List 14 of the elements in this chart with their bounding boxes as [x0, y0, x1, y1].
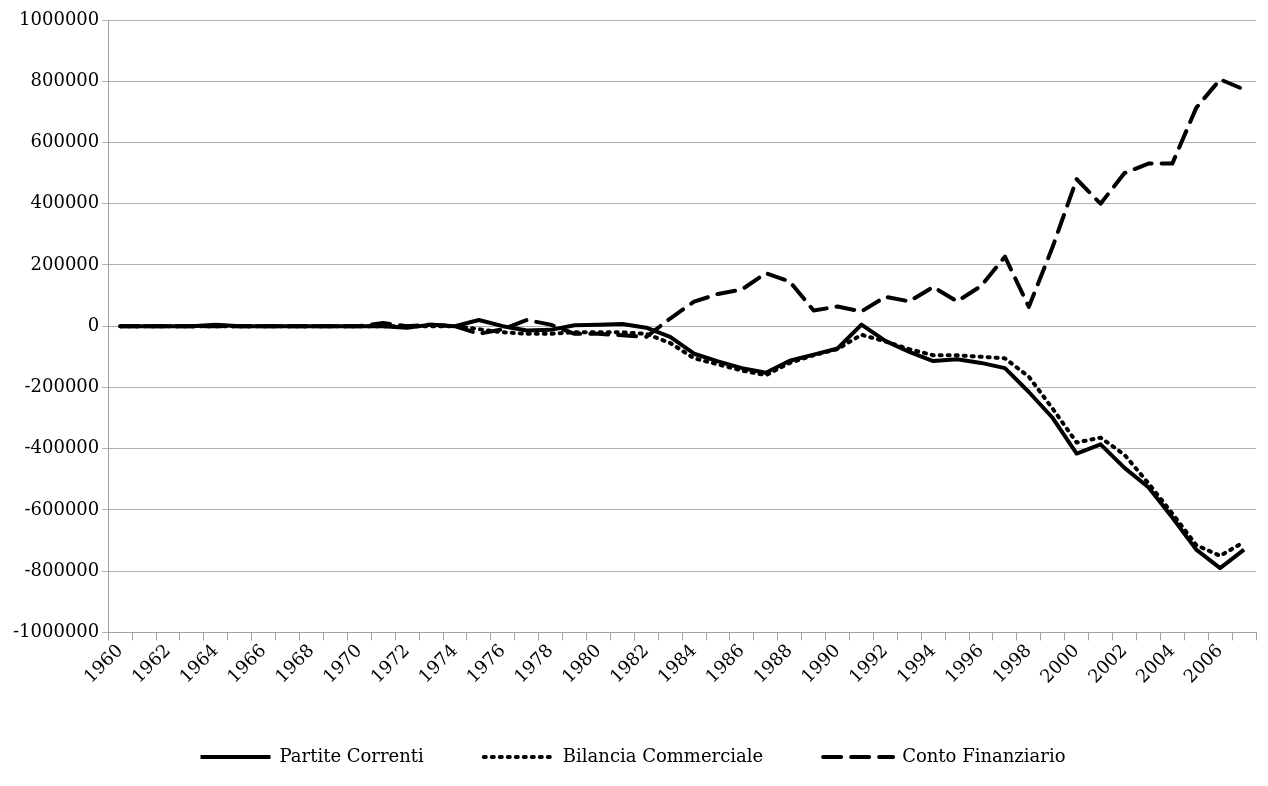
y-tick-label: 0: [87, 313, 100, 335]
y-tick-label: -400000: [24, 436, 100, 458]
legend-label: Bilancia Commerciale: [562, 744, 764, 766]
legend-label: Partite Correnti: [279, 744, 425, 766]
legend-label: Conto Finanziario: [902, 744, 1066, 766]
y-tick-label: -200000: [24, 375, 100, 397]
y-tick-label: 400000: [30, 191, 100, 213]
y-tick-label: 1000000: [19, 7, 100, 29]
y-tick-label: 600000: [30, 130, 100, 152]
y-tick-label: 800000: [30, 68, 100, 90]
y-tick-label: -600000: [24, 497, 100, 519]
y-tick-label: 200000: [30, 252, 100, 274]
y-tick-label: -1000000: [13, 620, 100, 642]
y-tick-label: -800000: [24, 558, 100, 580]
